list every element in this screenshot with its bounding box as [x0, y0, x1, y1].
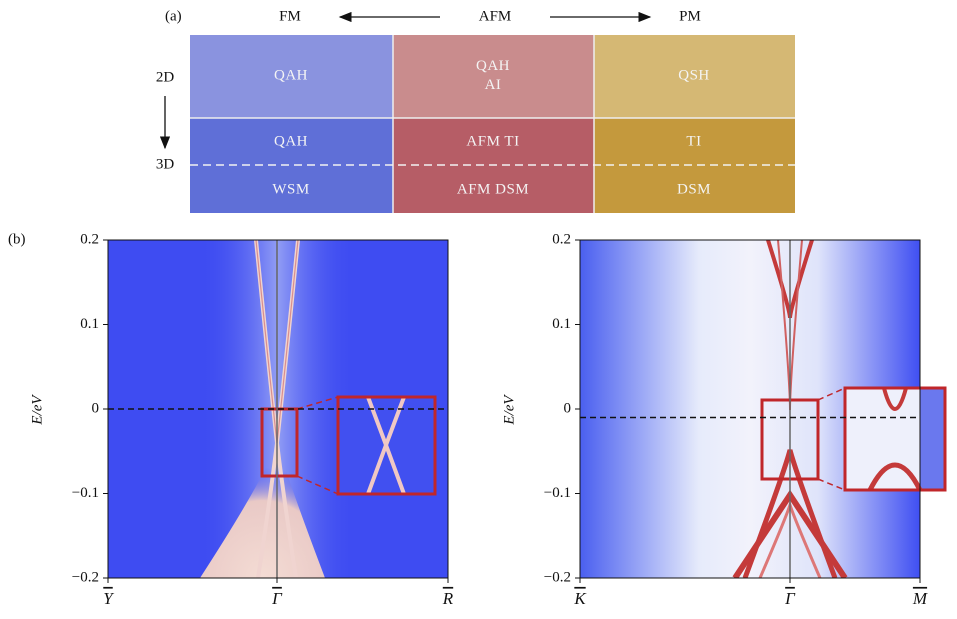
column-header: PM [679, 8, 701, 24]
cell-label: QAH [476, 58, 510, 74]
y-tick-label: 0 [92, 400, 100, 416]
x-tick-label: R [442, 589, 454, 608]
phase-table [190, 35, 795, 213]
y-tick-label: −0.2 [544, 569, 571, 585]
y-axis-label: E/eV [501, 394, 517, 426]
y-tick-label: 0.1 [80, 316, 99, 332]
row-header: 3D [156, 156, 175, 172]
y-tick-label: 0.1 [552, 316, 571, 332]
x-tick-label: Y [103, 589, 114, 608]
panel-label: (a) [165, 8, 182, 24]
x-tick-label: K [573, 589, 587, 608]
y-tick-label: −0.1 [72, 485, 99, 501]
y-axis-label: E/eV [29, 394, 45, 426]
cell-label: QSH [678, 67, 710, 83]
cell-label: WSM [272, 181, 309, 197]
cell-label: AI [485, 77, 502, 93]
panel-label: (b) [8, 231, 26, 247]
y-tick-label: 0 [564, 400, 572, 416]
inset [760, 386, 947, 492]
cell-label: QAH [274, 133, 308, 149]
column-header: AFM [479, 8, 512, 24]
x-tick-label: M [912, 589, 928, 608]
inset [260, 395, 437, 496]
cell-label: QAH [274, 67, 308, 83]
cell-label: AFM TI [466, 133, 519, 149]
y-tick-label: 0.2 [80, 231, 99, 247]
x-tick-label: Γ [784, 589, 796, 608]
cell-label: AFM DSM [457, 181, 529, 197]
row-header: 2D [156, 69, 175, 85]
column-header: FM [279, 8, 301, 24]
y-tick-label: −0.2 [72, 569, 99, 585]
cell-label: TI [686, 133, 701, 149]
x-tick-label: Γ [271, 589, 283, 608]
y-tick-label: 0.2 [552, 231, 571, 247]
y-tick-label: −0.1 [544, 485, 571, 501]
cell-label: DSM [677, 181, 711, 197]
